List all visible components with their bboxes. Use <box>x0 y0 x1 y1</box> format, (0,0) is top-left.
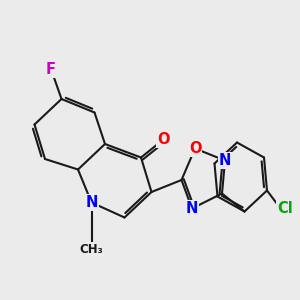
Text: O: O <box>189 141 201 156</box>
Text: N: N <box>85 195 98 210</box>
Text: CH₃: CH₃ <box>80 243 103 256</box>
Text: N: N <box>186 201 198 216</box>
Text: N: N <box>219 153 231 168</box>
Text: F: F <box>46 61 56 76</box>
Text: O: O <box>157 132 170 147</box>
Text: Cl: Cl <box>277 201 293 216</box>
